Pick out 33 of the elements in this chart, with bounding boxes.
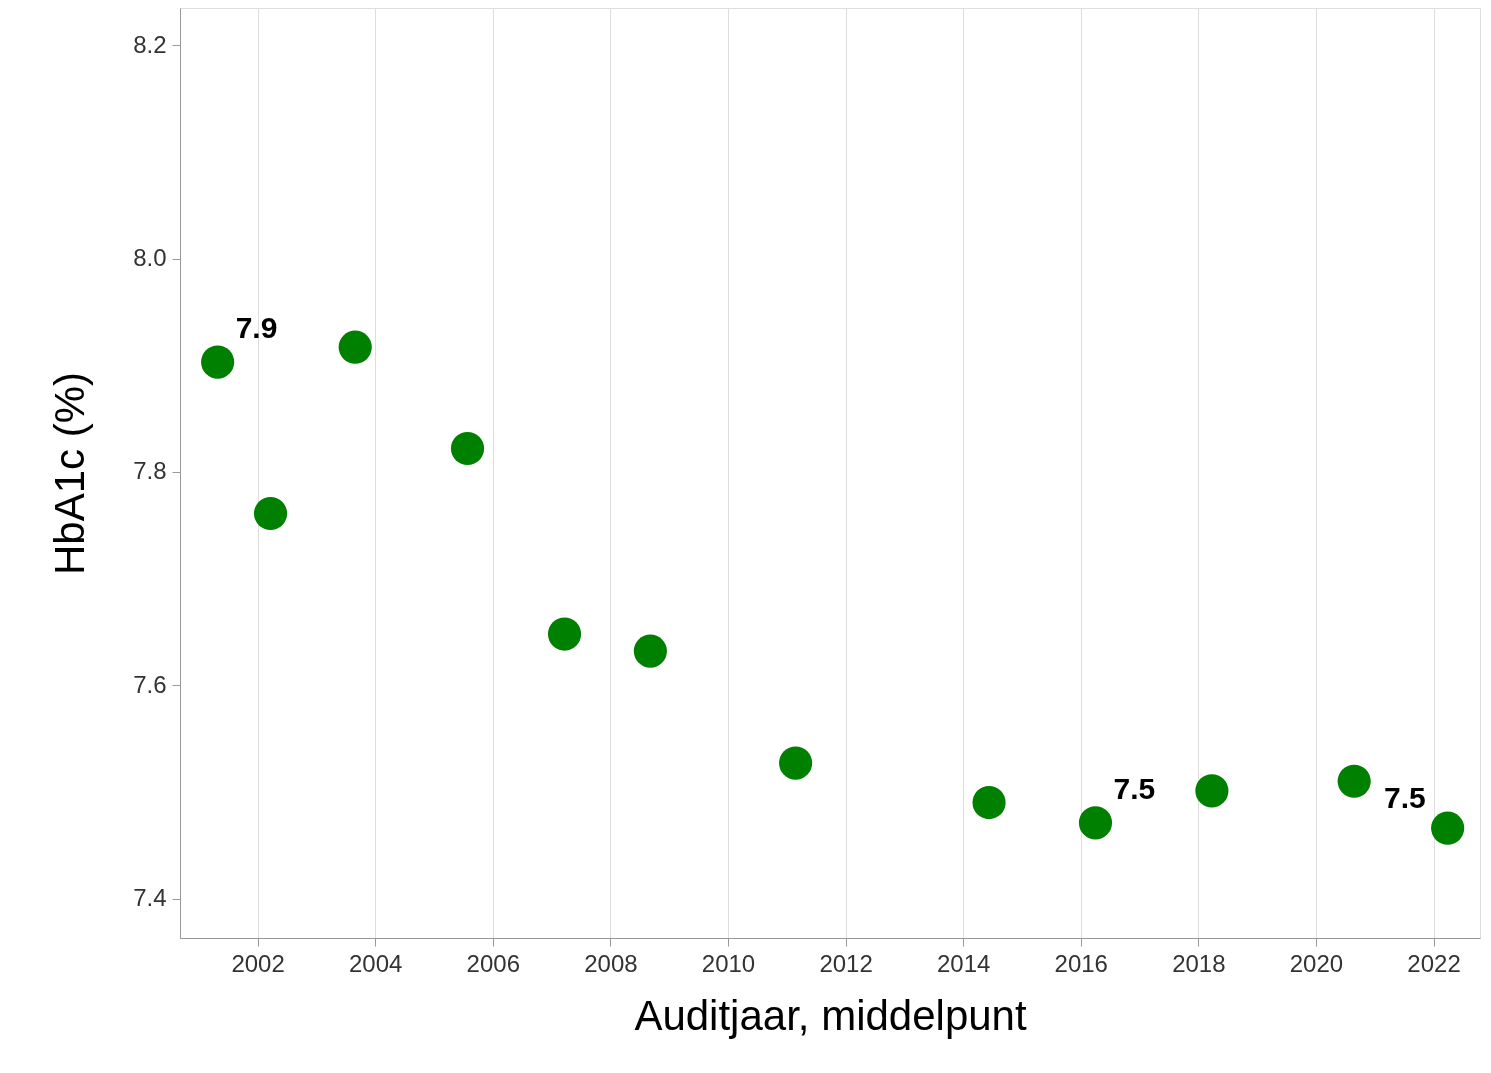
point <box>972 786 1006 820</box>
y-tick-label: 7.4 <box>133 884 167 912</box>
y-axis-title: HbA1c (%) <box>46 371 94 576</box>
point <box>253 496 288 531</box>
point <box>338 330 372 364</box>
point <box>1337 764 1371 798</box>
annotation: 7.9 <box>235 311 278 345</box>
y-tick-label: 7.6 <box>133 670 167 698</box>
annotation: 7.5 <box>1113 771 1156 805</box>
point <box>1195 774 1229 808</box>
point <box>633 634 667 668</box>
x-tick-label: 2002 <box>231 949 285 977</box>
annotation: 7.5 <box>1383 781 1426 815</box>
x-tick-label: 2022 <box>1407 949 1461 977</box>
x-tick-label: 2018 <box>1172 949 1226 977</box>
x-tick-label: 2006 <box>466 949 520 977</box>
point <box>1078 806 1113 840</box>
point <box>1431 811 1465 845</box>
point <box>450 431 485 466</box>
x-tick-label: 2020 <box>1289 949 1344 977</box>
y-tick-label: 8.2 <box>133 30 167 58</box>
point <box>547 617 582 651</box>
y-tick-label: 8.0 <box>133 244 167 272</box>
x-tick-label: 2008 <box>584 949 638 977</box>
point <box>201 345 235 379</box>
x-tick-label: 2010 <box>701 949 756 977</box>
point <box>779 746 813 780</box>
x-tick-label: 2016 <box>1054 949 1108 977</box>
x-axis-title: Auditjaar, middelpunt <box>634 991 1027 1039</box>
x-tick-label: 2004 <box>349 949 403 977</box>
y-tick-label: 7.8 <box>133 457 167 485</box>
x-tick-label: 2012 <box>819 949 873 977</box>
x-tick-label: 2014 <box>936 949 991 977</box>
